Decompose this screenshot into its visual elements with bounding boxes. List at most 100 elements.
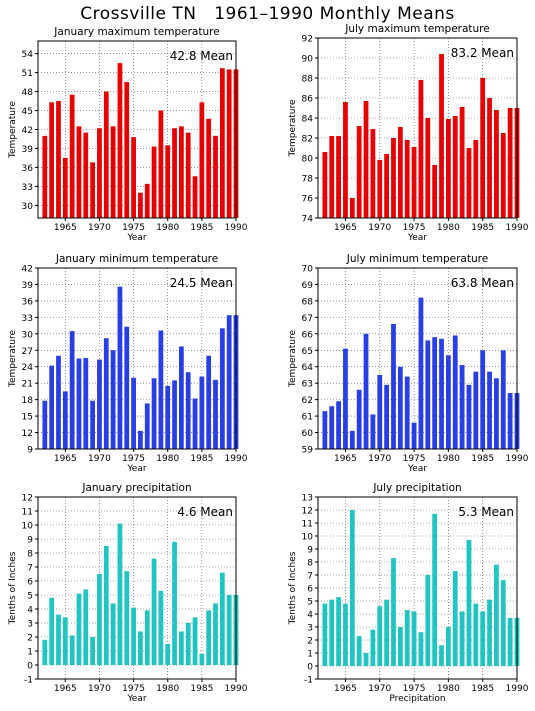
y-tick-label: 8 xyxy=(27,550,33,560)
x-tick-label: 1980 xyxy=(437,454,460,464)
plot-frame xyxy=(37,267,237,450)
bar xyxy=(185,623,191,665)
bar xyxy=(439,645,444,666)
bar xyxy=(49,102,55,218)
y-tick-label: 68 xyxy=(302,297,314,307)
bar xyxy=(336,401,341,449)
x-tick-label: 1970 xyxy=(88,454,111,464)
bar xyxy=(49,365,55,449)
bar xyxy=(404,376,410,449)
bar xyxy=(391,323,396,449)
bar xyxy=(329,599,335,666)
y-tick-label: 88 xyxy=(302,75,314,85)
y-tick-label: 86 xyxy=(302,95,314,105)
bar xyxy=(151,378,157,449)
y-tick-label: 10 xyxy=(22,522,34,532)
bar xyxy=(49,597,55,665)
bar xyxy=(56,101,61,218)
y-tick-label: 90 xyxy=(302,55,314,65)
bar xyxy=(97,128,102,218)
y-tick-label: 39 xyxy=(22,145,34,155)
bar xyxy=(138,430,143,449)
y-tick-label: 92 xyxy=(302,35,313,45)
x-tick-label: 1970 xyxy=(88,684,111,694)
x-axis-label: Year xyxy=(126,694,146,704)
chart-4: 59 60 61 62 63 64 65 66 67 68 69 70 1965 1970 1975 1980… xyxy=(288,253,529,474)
bar xyxy=(158,110,164,218)
bar xyxy=(322,152,328,218)
bar xyxy=(452,116,458,218)
y-tick-label: 3 xyxy=(27,620,33,630)
y-tick-label: 10 xyxy=(302,533,314,543)
bar xyxy=(42,639,48,665)
chart-1: 30 33 36 39 42 45 48 51 54 1965 1970 1975 1980 1985 19… xyxy=(8,26,248,243)
y-tick-label: 15 xyxy=(22,413,33,423)
x-tick-label: 1975 xyxy=(403,684,426,694)
bar xyxy=(418,297,424,449)
bar xyxy=(90,162,95,218)
bar xyxy=(151,146,157,218)
bar xyxy=(363,101,369,218)
y-tick-label: 62 xyxy=(302,396,313,406)
bar xyxy=(336,597,341,666)
bar xyxy=(397,366,403,449)
bar xyxy=(480,78,486,218)
y-tick-label: 63 xyxy=(302,380,313,390)
x-axis-label: Year xyxy=(407,464,427,474)
x-axis-label: Year xyxy=(126,233,146,243)
y-axis-label: Temperature xyxy=(288,99,298,157)
bar xyxy=(117,286,123,449)
x-axis-label: Year xyxy=(407,233,427,243)
x-tick-label: 1985 xyxy=(471,684,494,694)
bar xyxy=(377,374,383,449)
plot-frame xyxy=(317,267,518,450)
y-tick-label: 3 xyxy=(307,624,313,634)
bar xyxy=(411,147,417,218)
bar xyxy=(425,118,431,218)
x-tick-label: 1990 xyxy=(506,684,529,694)
bar xyxy=(487,371,492,449)
bar xyxy=(144,403,150,449)
y-tick-label: 27 xyxy=(22,347,33,357)
y-tick-label: 2 xyxy=(27,634,33,644)
y-tick-label: 24 xyxy=(22,363,34,373)
bar xyxy=(213,603,218,665)
x-tick-label: 1990 xyxy=(225,684,248,694)
y-tick-label: 69 xyxy=(302,281,314,291)
bar xyxy=(445,627,451,666)
bar xyxy=(445,119,451,218)
bar xyxy=(185,372,191,449)
bar xyxy=(83,357,89,449)
y-tick-label: 18 xyxy=(22,396,34,406)
bar xyxy=(466,539,472,666)
bar xyxy=(117,523,123,665)
y-tick-label: 9 xyxy=(27,446,33,456)
mean-label: 42.8 Mean xyxy=(170,49,233,63)
bar xyxy=(480,350,486,449)
bar xyxy=(459,611,465,666)
y-tick-label: 1 xyxy=(27,648,33,658)
bar xyxy=(103,338,109,449)
bar xyxy=(165,145,171,218)
y-axis-label: Tenths of Inches xyxy=(288,551,298,625)
main-title: Crossville TN 1961–1990 Monthly Means xyxy=(80,4,455,24)
bar xyxy=(179,126,184,218)
y-tick-label: 0 xyxy=(307,663,313,673)
bar xyxy=(397,627,403,666)
bar xyxy=(343,348,348,449)
bar xyxy=(349,510,355,666)
bar xyxy=(363,333,369,449)
x-tick-label: 1975 xyxy=(122,684,145,694)
y-tick-label: 64 xyxy=(302,363,314,373)
y-axis-label: Tenths of Inches xyxy=(8,551,18,625)
bar xyxy=(384,154,390,218)
bar xyxy=(165,385,171,449)
mean-label: 4.6 Mean xyxy=(177,505,233,519)
bar xyxy=(384,384,390,449)
bar xyxy=(404,140,410,218)
mean-label: 63.8 Mean xyxy=(451,276,514,290)
bar xyxy=(110,126,116,218)
bar xyxy=(377,606,383,666)
bar xyxy=(42,135,48,218)
